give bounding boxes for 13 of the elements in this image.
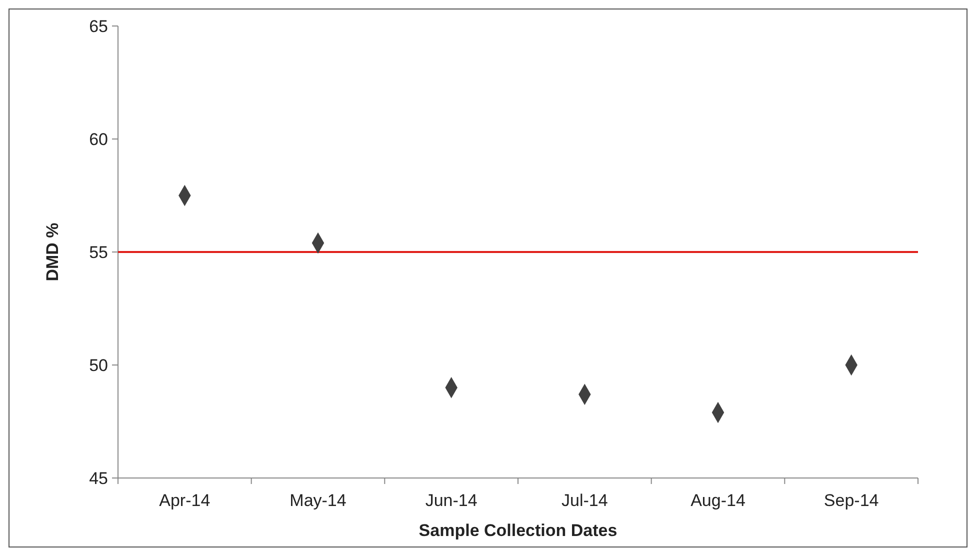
y-tick-label: 45 [89, 468, 108, 488]
x-tick-label: Jul-14 [562, 491, 608, 510]
y-tick-label: 50 [89, 356, 108, 375]
x-tick-label: Apr-14 [159, 491, 210, 510]
x-tick-label: May-14 [290, 491, 346, 510]
y-tick-label: 65 [89, 16, 108, 36]
x-tick-label: Jun-14 [425, 491, 478, 510]
y-tick-label: 60 [89, 130, 108, 149]
y-tick-label: 55 [89, 242, 108, 262]
y-axis-title: DMD % [43, 222, 62, 282]
x-axis-title: Sample Collection Dates [418, 521, 618, 540]
x-tick-label: Aug-14 [690, 491, 746, 510]
x-tick-label: Sep-14 [824, 491, 879, 510]
